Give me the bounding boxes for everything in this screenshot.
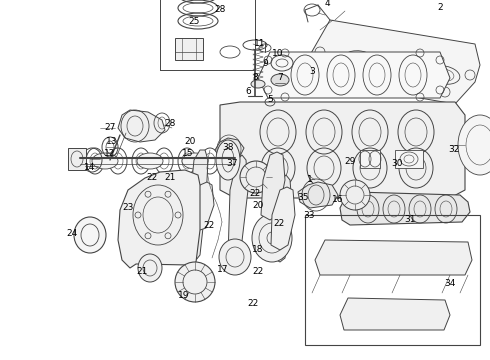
Polygon shape: [220, 102, 465, 198]
Text: 10: 10: [272, 49, 284, 58]
Text: 3: 3: [309, 67, 315, 76]
Polygon shape: [271, 187, 295, 250]
Text: 22: 22: [249, 189, 261, 198]
Text: 18: 18: [252, 246, 264, 255]
Text: 6: 6: [245, 87, 251, 96]
Text: 20: 20: [184, 138, 196, 147]
Text: 14: 14: [84, 162, 96, 171]
Text: 23: 23: [122, 203, 134, 212]
Text: 29: 29: [344, 158, 356, 166]
Text: 22: 22: [203, 220, 215, 230]
Text: 35: 35: [297, 194, 309, 202]
Bar: [395, 150, 423, 168]
Text: 38: 38: [222, 143, 234, 152]
Text: 4: 4: [324, 0, 330, 9]
Ellipse shape: [74, 217, 106, 253]
Ellipse shape: [219, 239, 251, 275]
Text: 21: 21: [136, 267, 147, 276]
Text: 22: 22: [252, 267, 264, 276]
Text: 20: 20: [252, 201, 264, 210]
Text: 11: 11: [254, 40, 266, 49]
Polygon shape: [273, 175, 292, 262]
Text: 27: 27: [104, 122, 116, 131]
Polygon shape: [340, 192, 470, 225]
Text: 34: 34: [444, 279, 456, 288]
Ellipse shape: [175, 262, 215, 302]
Ellipse shape: [252, 214, 292, 262]
Text: 19: 19: [178, 291, 190, 300]
Polygon shape: [340, 298, 450, 330]
Ellipse shape: [271, 74, 289, 86]
Text: 28: 28: [164, 120, 176, 129]
Bar: [160, 0, 255, 70]
Text: 31: 31: [404, 216, 416, 225]
Polygon shape: [360, 150, 380, 168]
Polygon shape: [315, 240, 472, 275]
Ellipse shape: [340, 180, 370, 210]
Polygon shape: [258, 52, 450, 98]
Ellipse shape: [240, 161, 272, 193]
Text: 28: 28: [214, 5, 226, 14]
Polygon shape: [215, 138, 244, 160]
Text: 17: 17: [217, 266, 229, 274]
Bar: [175, 38, 203, 60]
Text: 9: 9: [262, 58, 268, 68]
Text: 7: 7: [277, 73, 283, 82]
Text: 8: 8: [252, 73, 258, 82]
Text: 32: 32: [448, 145, 460, 154]
Polygon shape: [190, 150, 208, 260]
Ellipse shape: [182, 153, 208, 169]
Text: 30: 30: [391, 158, 403, 167]
Text: 16: 16: [332, 195, 344, 204]
Text: 25: 25: [188, 18, 200, 27]
Ellipse shape: [458, 115, 490, 175]
Text: 12: 12: [104, 149, 116, 158]
Polygon shape: [310, 20, 480, 104]
Polygon shape: [118, 110, 165, 142]
Bar: [68, 148, 86, 170]
Polygon shape: [298, 182, 338, 208]
Text: 1: 1: [307, 175, 313, 184]
Text: 15: 15: [182, 148, 194, 158]
Text: 22: 22: [247, 300, 259, 309]
Polygon shape: [118, 170, 200, 268]
Ellipse shape: [92, 153, 118, 169]
Text: 37: 37: [226, 158, 238, 167]
Text: 13: 13: [106, 138, 118, 147]
Ellipse shape: [138, 254, 162, 282]
Text: 22: 22: [273, 219, 285, 228]
Polygon shape: [192, 182, 214, 230]
Text: 2: 2: [437, 4, 443, 13]
Text: 33: 33: [303, 211, 315, 220]
Ellipse shape: [251, 80, 265, 88]
Text: 22: 22: [147, 172, 158, 181]
Polygon shape: [261, 152, 285, 220]
Text: 5: 5: [267, 95, 273, 104]
Bar: [305, 215, 480, 345]
Text: 21: 21: [164, 174, 176, 183]
Polygon shape: [228, 155, 248, 262]
Ellipse shape: [137, 153, 163, 169]
Text: 24: 24: [66, 229, 77, 238]
Ellipse shape: [216, 140, 240, 180]
